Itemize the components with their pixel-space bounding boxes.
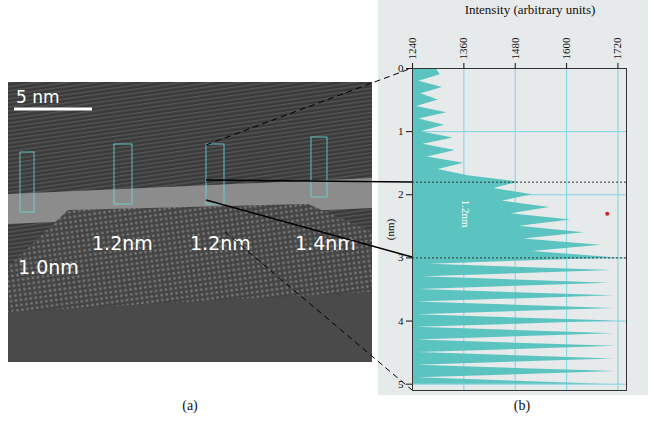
svg-text:5: 5 [398, 378, 404, 390]
svg-text:1600: 1600 [560, 37, 572, 60]
svg-text:2: 2 [398, 188, 404, 200]
svg-text:0: 0 [398, 62, 404, 74]
svg-text:1.2nm: 1.2nm [460, 200, 472, 228]
svg-text:1.0nm: 1.0nm [18, 256, 79, 278]
svg-text:1: 1 [398, 125, 404, 137]
html-text:(a): (a) [182, 398, 198, 413]
svg-text:5 nm: 5 nm [16, 87, 60, 107]
svg-text:1.4nm: 1.4nm [295, 232, 356, 254]
svg-text:1360: 1360 [457, 37, 469, 60]
svg-text:1480: 1480 [509, 37, 521, 60]
svg-text:1.2nm: 1.2nm [190, 232, 251, 254]
svg-text:1240: 1240 [406, 37, 418, 60]
html-text:(b): (b) [513, 398, 531, 413]
svg-text:(nm): (nm) [384, 218, 397, 240]
svg-text:1.2nm: 1.2nm [92, 232, 153, 254]
svg-text:1720: 1720 [611, 37, 623, 60]
html-text:Intensity (arbitrary units): Intensity (arbitrary units) [464, 2, 596, 17]
svg-text:4: 4 [398, 315, 404, 327]
svg-text:3: 3 [398, 251, 404, 263]
